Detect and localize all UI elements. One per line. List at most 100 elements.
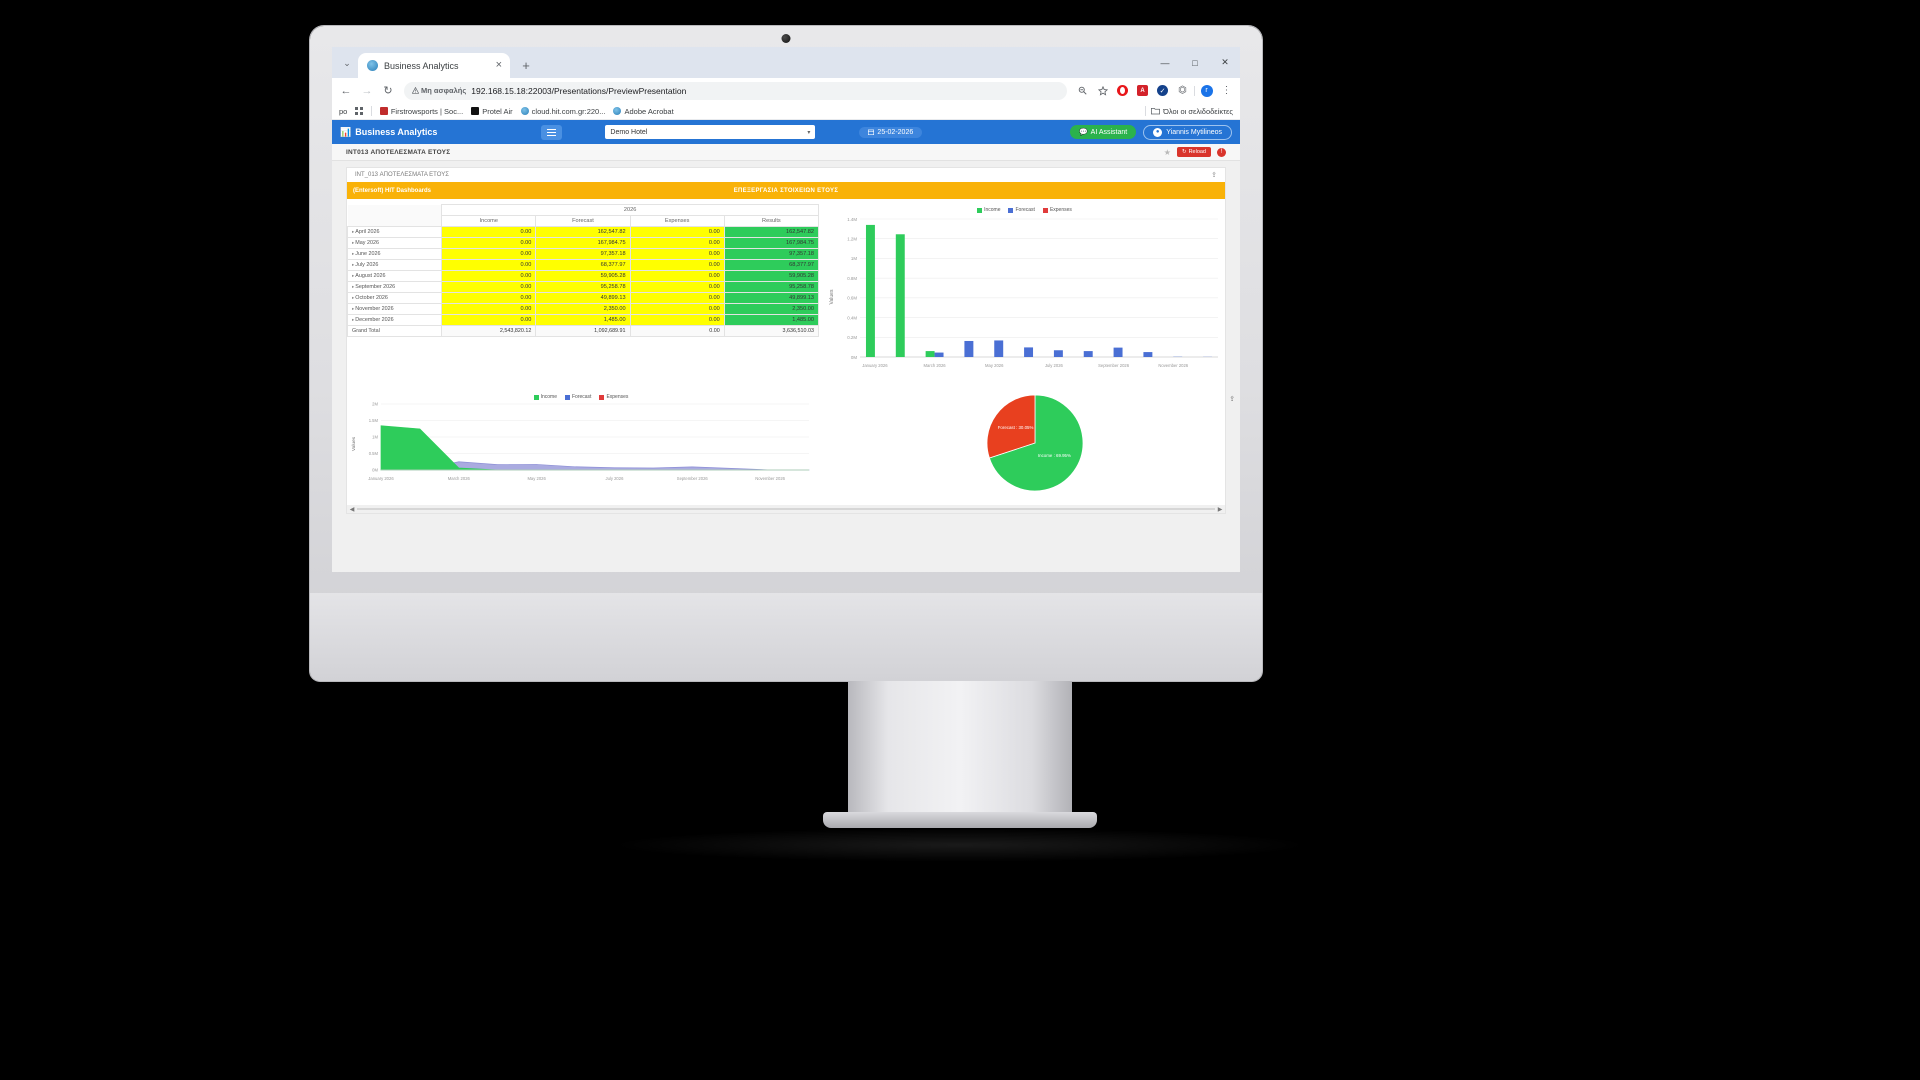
legend-label-expenses: Expenses [606,394,629,400]
row-label[interactable]: ▸October 2026 [346,292,443,304]
legend-item-income[interactable]: Income [977,207,1000,213]
total-label: Grand Total [346,325,443,337]
row-label[interactable]: ▸June 2026 [346,248,443,260]
reload-button[interactable]: ↻ Reload [1176,147,1211,157]
minimize-button[interactable]: — [1160,57,1170,68]
browser-tab[interactable]: Business Analytics × [358,53,510,78]
tab-search-chevron-down-icon[interactable]: ⌄ [343,57,351,68]
forward-icon[interactable]: → [361,84,373,97]
profile-avatar[interactable]: r [1198,82,1215,99]
bookmark-item[interactable]: cloud.hit.com.gr:220... [520,107,605,116]
legend-item-forecast[interactable]: Forecast [564,394,591,400]
header-right-group: 💬 AI Assistant ● Yiannis Mytilineos [1069,124,1232,140]
bookmark-star-icon[interactable] [1094,82,1111,99]
table-row[interactable]: ▸July 2026 0.00 68,377.97 0.00 68,377.97 [346,259,820,271]
x-tick-label: January 2026 [368,476,394,481]
cell-income: 0.00 [441,237,537,249]
globe-favicon [520,107,529,115]
table-row[interactable]: ▸September 2026 0.00 95,258.78 0.00 95,258.7… [346,281,820,293]
info-icon[interactable]: ! [1217,147,1226,157]
horizontal-scrollbar[interactable]: ◀ ▶ [347,505,1225,513]
new-tab-button[interactable]: + [522,57,530,73]
maximize-button[interactable]: □ [1192,57,1198,68]
expand-caret-icon[interactable]: ▸ [352,295,355,300]
column-header-results[interactable]: Results [723,215,820,227]
hotel-select[interactable]: Demo Hotel ▾ [605,125,816,139]
pie-slice-income [988,394,1084,492]
table-row[interactable]: ▸December 2026 0.00 1,485.00 0.00 1,485.00 [346,314,820,326]
column-header-expenses[interactable]: Expenses [629,215,725,227]
row-label[interactable]: ▸July 2026 [346,259,443,271]
table-row[interactable]: ▸April 2026 0.00 162,547.82 0.00 162,547.82 [346,226,820,238]
back-icon[interactable]: ← [340,84,352,97]
card-title: INT_013 ΑΠΟΤΕΛΕΣΜΑΤΑ ΕΤΟΥΣ [355,172,449,178]
address-bar[interactable]: Μη ασφαλής 192.168.15.18:22003/Presentat… [404,81,1067,100]
table-row[interactable]: ▸October 2026 0.00 49,899.13 0.00 49,899.13 [346,292,820,304]
expand-caret-icon[interactable]: ▸ [352,262,355,267]
row-label[interactable]: ▸April 2026 [346,226,443,238]
cell-expenses: 0.00 [629,314,725,326]
opera-extension-icon[interactable] [1114,82,1131,99]
zoom-out-icon[interactable] [1074,82,1091,99]
area-chart-pane: Income Forecast Expenses [347,391,815,501]
date-picker[interactable]: 25-02-2026 [859,126,923,138]
row-label[interactable]: ▸September 2026 [346,281,443,293]
row-label[interactable]: ▸May 2026 [346,237,443,249]
all-bookmarks-button[interactable]: Όλοι οι σελιδοδείκτες [1151,107,1233,116]
share-icon[interactable]: ⇪ [1229,396,1236,403]
row-label[interactable]: ▸August 2026 [346,270,443,282]
scroll-right-arrow[interactable]: ▶ [1217,506,1223,513]
user-avatar-icon: ● [1153,127,1163,137]
scrollbar-track[interactable] [357,508,1215,510]
not-secure-badge[interactable]: Μη ασφαλής [412,86,466,95]
expand-caret-icon[interactable]: ▸ [352,284,355,289]
expand-caret-icon[interactable]: ▸ [352,273,355,278]
app-brand[interactable]: 📊 Business Analytics [340,127,437,138]
adobe-pdf-extension-icon[interactable]: A [1134,82,1151,99]
expand-caret-icon[interactable]: ▸ [352,229,355,234]
checkmark-extension-icon[interactable]: ✓ [1154,82,1171,99]
reload-icon[interactable]: ↻ [383,85,393,97]
legend-item-income[interactable]: Income [533,394,557,400]
bookmark-item[interactable]: Protel Air [471,107,513,116]
expand-caret-icon[interactable]: ▸ [352,240,355,245]
extensions-puzzle-icon[interactable]: ⏣ [1178,85,1187,96]
apps-grid-icon[interactable] [355,107,363,115]
area-chart[interactable]: Values 0M 0.5M 1M 1.5M 2M January 2026 March 20… [347,400,815,488]
close-icon[interactable]: × [495,59,502,71]
table-row[interactable]: ▸June 2026 0.00 97,357.18 0.00 97,357.18 [346,248,820,260]
scroll-left-arrow[interactable]: ◀ [349,506,355,513]
table-row[interactable]: ▸May 2026 0.00 167,984.75 0.00 167,984.75 [346,237,820,249]
pie-chart[interactable]: Income : 69.95% Forecast : 30.05% [820,391,1240,496]
cell-expenses: 0.00 [629,226,725,238]
row-label[interactable]: ▸November 2026 [346,303,443,315]
x-tick-label: July 2026 [605,476,624,481]
row-label[interactable]: ▸December 2026 [346,314,443,326]
bar-forecast [934,352,944,357]
star-icon[interactable]: ★ [1163,147,1171,157]
column-header-forecast[interactable]: Forecast [535,215,631,227]
window-close-button[interactable]: ✕ [1221,57,1229,67]
bookmark-item[interactable]: Firstrowsports | Soc... [379,107,463,116]
chrome-menu-icon[interactable]: ⋮ [1221,85,1232,96]
column-header-income[interactable]: Income [441,215,537,227]
expand-caret-icon[interactable]: ▸ [352,306,355,311]
legend-item-forecast[interactable]: Forecast [1008,207,1035,213]
area-chart-legend: Income Forecast Expenses [347,391,815,400]
hamburger-menu-icon[interactable] [541,124,563,140]
user-menu-button[interactable]: ● Yiannis Mytilineos [1143,124,1232,140]
bookmark-item[interactable]: Adobe Acrobat [613,107,674,116]
user-name-label: Yiannis Mytilineos [1166,128,1222,136]
legend-item-expenses[interactable]: Expenses [599,394,628,400]
table-row[interactable]: ▸August 2026 0.00 59,905.28 0.00 59,905.28 [346,270,820,282]
monitor-stand-foot [823,812,1097,828]
cell-results: 49,899.13 [723,292,820,304]
bar-chart[interactable]: Values 0M 0.2M 0.4M 0.6M 0.8M 1M 1.2M 1.4M Januar… [824,213,1224,381]
share-icon[interactable]: ⇪ [1211,172,1217,179]
expand-caret-icon[interactable]: ▸ [352,251,355,256]
expand-caret-icon[interactable]: ▸ [352,317,355,322]
ai-assistant-button[interactable]: 💬 AI Assistant [1069,125,1137,139]
bookmark-item[interactable]: po [339,107,347,116]
table-row[interactable]: ▸November 2026 0.00 2,350.00 0.00 2,350.00 [346,303,820,315]
legend-item-expenses[interactable]: Expenses [1042,207,1072,213]
